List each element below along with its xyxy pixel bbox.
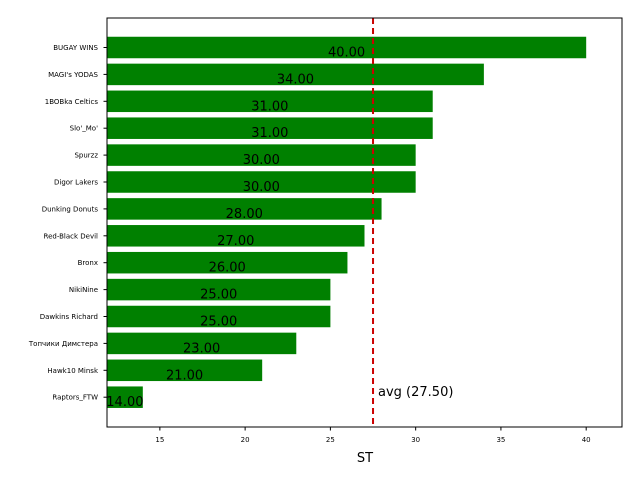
bar-value-label: 14.00	[106, 395, 143, 410]
average-line-label: avg (27.50)	[378, 385, 453, 400]
bar	[107, 171, 416, 193]
x-tick-label: 40	[582, 436, 591, 444]
bar	[107, 63, 484, 86]
bar-value-label: 27.00	[217, 234, 254, 249]
x-axis-label: ST	[357, 451, 373, 466]
plot-frame	[106, 17, 623, 428]
y-tick-label: Raptors_FTW	[52, 394, 98, 402]
bar-value-label: 21.00	[166, 368, 203, 383]
bar	[107, 386, 143, 408]
bar	[107, 90, 433, 113]
bar-value-label: 23.00	[183, 341, 220, 356]
x-tick-label: 30	[411, 436, 420, 444]
bar	[107, 36, 587, 59]
bar	[107, 251, 348, 274]
x-tick-label: 20	[241, 436, 250, 444]
x-tick-label: 25	[326, 436, 335, 444]
x-axis: 15 20 25 30 35 40	[155, 427, 591, 444]
x-tick-label: 35	[496, 436, 505, 444]
bar	[107, 359, 263, 382]
bar-value-label: 30.00	[243, 153, 280, 168]
bar-value-label: 34.00	[277, 72, 314, 87]
bar-value-label: 30.00	[243, 180, 280, 195]
bars-layer	[107, 36, 587, 408]
y-tick-label: Dawkins Richard	[40, 313, 98, 321]
y-tick-label: Slo'_Mo'	[70, 125, 98, 133]
bar	[107, 278, 331, 301]
bar	[107, 305, 331, 328]
y-tick-label: Hawk10 Minsk	[47, 367, 99, 375]
x-tick-label: 15	[155, 436, 164, 444]
y-tick-label: MAGI's YODAS	[48, 71, 98, 79]
bar-value-label: 31.00	[251, 126, 288, 141]
y-tick-label: Spurzz	[74, 152, 98, 160]
bar	[107, 117, 433, 139]
y-tick-label: Bronx	[78, 259, 98, 267]
bar-value-label: 28.00	[226, 207, 263, 222]
y-tick-label: BUGAY WINS	[53, 44, 98, 52]
y-tick-label: Red-Black Devil	[44, 232, 99, 240]
bar	[107, 144, 416, 166]
y-axis: BUGAY WINS MAGI's YODAS 1BOBka Celtics Slo'…	[28, 44, 107, 402]
y-tick-label: 1BOBka Celtics	[45, 98, 99, 106]
bar-value-label: 25.00	[200, 315, 237, 330]
y-tick-label: Топчики Димстера	[28, 340, 98, 348]
bar-value-label: 26.00	[209, 261, 246, 276]
bar-value-label: 25.00	[200, 288, 237, 303]
bar-value-label: 40.00	[328, 46, 365, 61]
bar	[107, 332, 297, 355]
bar	[107, 225, 365, 247]
bar-value-label: 31.00	[251, 99, 288, 114]
value-labels-layer: 40.00 34.00 31.00 31.00 30.00 30.00 28.00 27.00…	[106, 46, 365, 411]
y-tick-label: Dunking Donuts	[42, 205, 99, 213]
y-tick-label: NikiNine	[69, 286, 98, 294]
y-tick-label: Digor Lakers	[54, 179, 98, 187]
bar	[107, 198, 382, 220]
